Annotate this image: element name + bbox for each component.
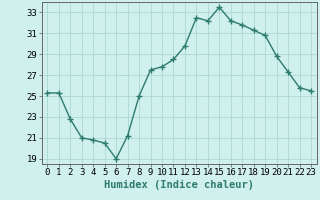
X-axis label: Humidex (Indice chaleur): Humidex (Indice chaleur): [104, 180, 254, 190]
